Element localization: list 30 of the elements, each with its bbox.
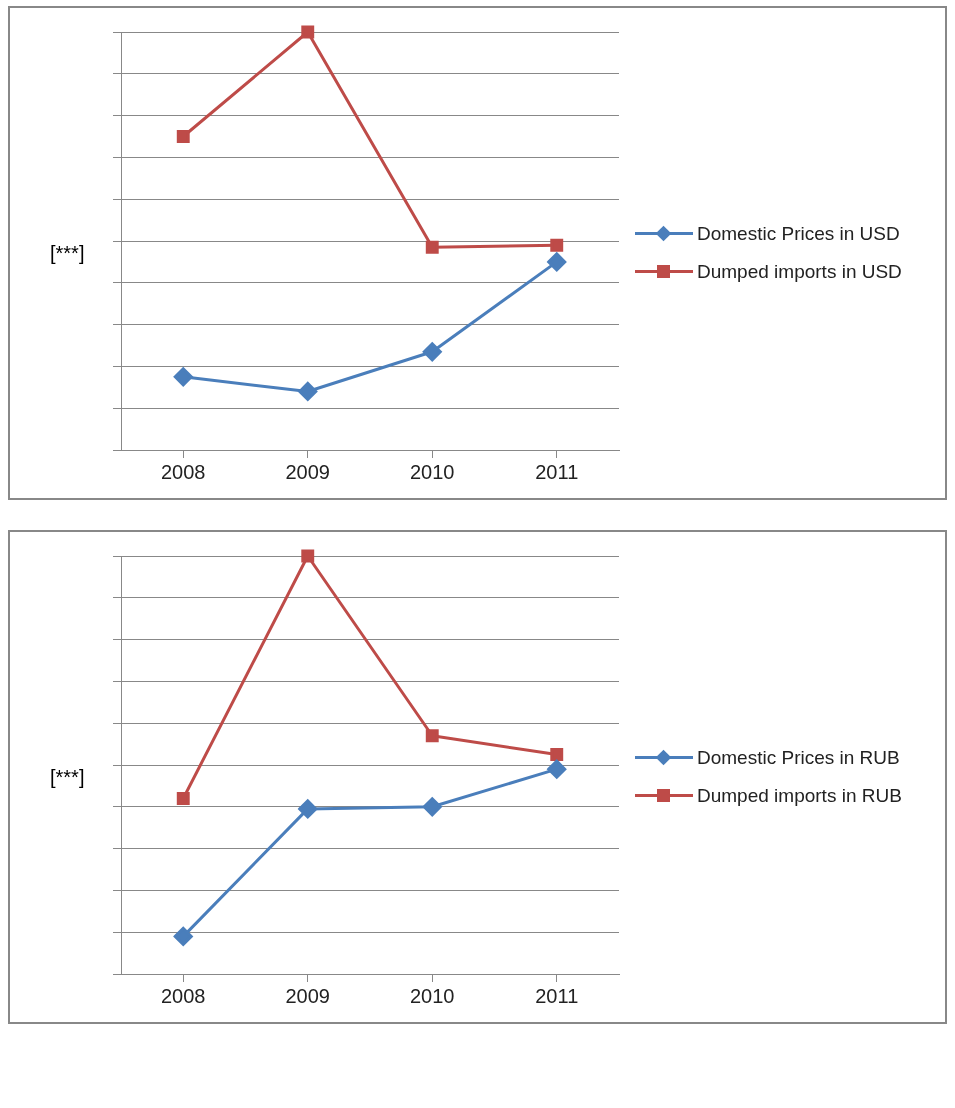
x-tick-label: 2011 [535,984,579,1007]
point [176,130,190,143]
point [422,342,442,362]
legend-label: Domestic Prices in RUB [696,746,900,770]
x-tick-label: 2009 [285,460,330,483]
point [301,25,315,39]
point [422,797,442,817]
point [425,729,439,743]
point [550,748,564,761]
legend-label: Dumped imports in USD [696,260,902,284]
x-tick-label: 2008 [161,460,206,483]
point [173,367,193,387]
legend-label: Dumped imports in RUB [696,784,902,808]
point [547,759,567,779]
point [301,549,315,563]
point [547,252,567,272]
y-axis-title: [***] [50,241,85,265]
x-tick-label: 2008 [161,984,206,1007]
point [176,791,190,805]
point [425,240,439,254]
legend-label: Domestic Prices in USD [696,222,900,246]
x-tick-label: 2010 [410,460,455,483]
x-tick-label: 2009 [285,984,330,1007]
x-tick-label: 2011 [535,460,579,483]
point [550,238,564,252]
x-tick-label: 2010 [410,984,455,1007]
point [298,799,318,819]
point [173,926,193,946]
point [298,381,318,401]
y-axis-title: [***] [50,765,85,789]
